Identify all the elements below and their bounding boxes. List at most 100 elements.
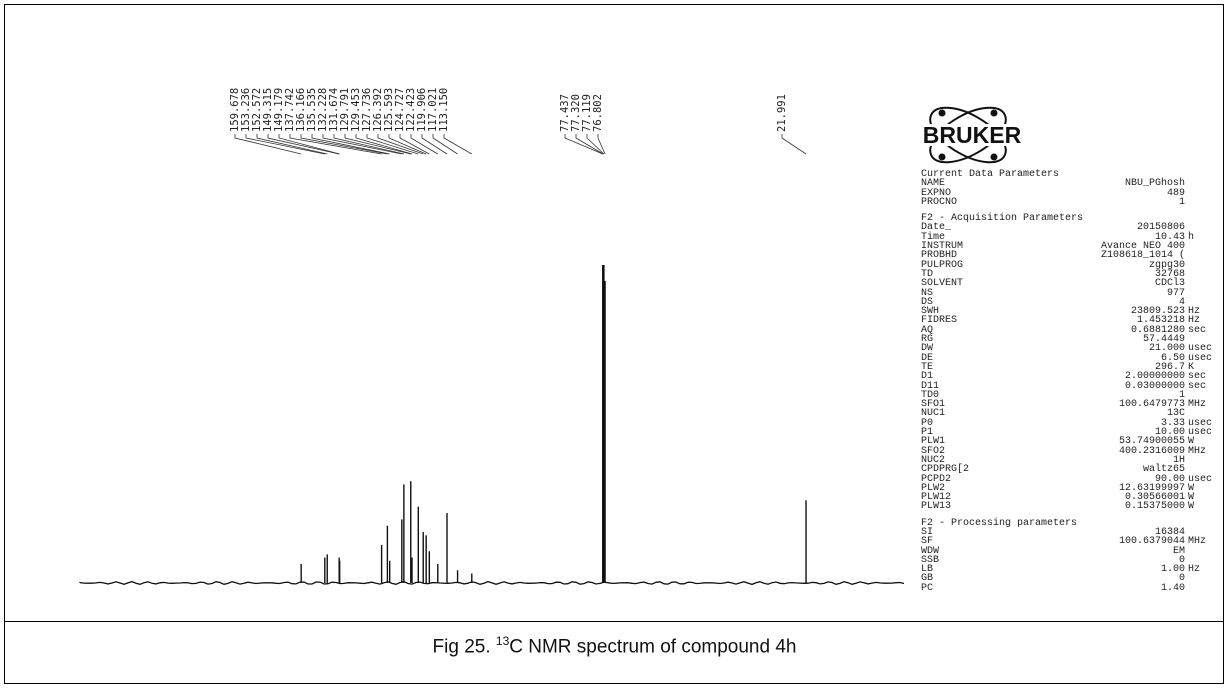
param-key: SF xyxy=(921,536,934,548)
param-unit: W xyxy=(1188,492,1195,504)
param-key: PROCNO xyxy=(921,196,958,208)
param-key: Time xyxy=(921,231,946,243)
peak-connector xyxy=(256,134,328,155)
peak-connector xyxy=(586,134,605,155)
param-key: SSB xyxy=(921,554,940,566)
acq-param-row: NS 977 xyxy=(921,287,1221,299)
param-value: 1.40 xyxy=(1160,582,1185,594)
param-value: 296.7 xyxy=(1154,361,1185,373)
param-unit: usec xyxy=(1188,352,1213,364)
param-key: SFO2 xyxy=(921,445,946,457)
param-value: NBU_PGhosh xyxy=(1124,178,1185,190)
peak-connector xyxy=(443,134,472,155)
acq-param-row: RG 57.4449 xyxy=(921,334,1221,346)
peak-connector xyxy=(366,134,419,155)
param-value: 57.4449 xyxy=(1142,334,1185,346)
proc-param-row: LB 1.00 Hz xyxy=(921,564,1221,576)
param-key: TD0 xyxy=(921,389,940,401)
acq-param-row: TE 296.7 K xyxy=(921,361,1221,373)
param-unit: h xyxy=(1188,231,1195,243)
param-value: waltz65 xyxy=(1142,464,1185,476)
acq-param-row: SFO1 100.6479773 MHz xyxy=(921,399,1221,411)
param-key: INSTRUM xyxy=(921,241,964,253)
peak-label: 119.906 xyxy=(416,88,428,132)
param-key: DS xyxy=(921,296,934,308)
caption-text: C NMR spectrum of compound 4h xyxy=(509,636,797,658)
param-unit: Hz xyxy=(1188,315,1201,327)
param-unit: W xyxy=(1188,501,1195,513)
param-unit: sec xyxy=(1188,324,1207,336)
peak-connector xyxy=(234,134,302,155)
param-key: PROBHD xyxy=(921,250,958,262)
param-unit: W xyxy=(1188,482,1195,494)
acq-param-row: PLW12 0.30566001 W xyxy=(921,492,1221,504)
param-key: AQ xyxy=(921,324,934,336)
peak-label: 137.742 xyxy=(284,88,296,132)
param-value: 0 xyxy=(1178,554,1185,566)
peak-connector xyxy=(410,134,438,155)
peak-connector xyxy=(432,134,458,155)
peak-label: 76.802 xyxy=(592,94,604,132)
param-unit: usec xyxy=(1188,427,1213,439)
peak-connector xyxy=(333,134,404,155)
acq-param-row: D11 0.03000000 sec xyxy=(921,380,1221,392)
param-unit: MHz xyxy=(1188,445,1207,457)
param-value: 53.74900055 xyxy=(1118,436,1185,448)
param-key: Date_ xyxy=(921,222,952,234)
acq-param-row: SWH 23809.523 Hz xyxy=(921,306,1221,316)
param-key: P0 xyxy=(921,417,934,429)
param-value: 1H xyxy=(1172,454,1185,466)
param-key: FIDRES xyxy=(921,315,958,327)
peak-label: 127.736 xyxy=(361,88,373,132)
peak-label: 129.791 xyxy=(339,88,351,132)
peak-label: 77.437 xyxy=(559,94,571,132)
acq-param-row: INSTRUM Avance NEO 400 xyxy=(921,241,1221,253)
peak-connector xyxy=(267,134,340,155)
current-params-list: NAME NBU_PGhosh EXPNO 489 PROCNO 1 xyxy=(921,178,1221,208)
param-value: 0.30566001 xyxy=(1124,492,1185,504)
acq-param-row: TD 32768 xyxy=(921,268,1221,280)
peak-label: 122.423 xyxy=(405,88,417,132)
param-value: 1 xyxy=(1178,196,1185,208)
param-value: 20150806 xyxy=(1136,222,1185,234)
param-value: 21.000 xyxy=(1148,343,1185,355)
current-param-row: NAME NBU_PGhosh xyxy=(921,178,1221,190)
param-key: NUC1 xyxy=(921,408,946,420)
peak-connector xyxy=(597,134,606,155)
peak-label: 117.021 xyxy=(427,88,439,132)
param-value: 90.00 xyxy=(1154,473,1185,485)
param-value: 10.43 xyxy=(1154,231,1185,243)
caption-prefix: Fig 25. xyxy=(432,636,496,658)
figure-frame xyxy=(4,4,1224,684)
peak-label: 129.453 xyxy=(350,88,362,132)
acq-param-row: PROBHD Z108618_1014 ( xyxy=(921,250,1221,262)
peak-label: 135.535 xyxy=(306,88,318,132)
param-unit: sec xyxy=(1188,371,1207,383)
peak-label: 21.991 xyxy=(776,94,788,132)
current-params-title: Current Data Parameters xyxy=(921,169,1060,180)
acq-param-row: NUC2 1H xyxy=(921,454,1221,466)
logo-text: BRUKER xyxy=(923,122,1022,148)
param-unit: W xyxy=(1188,436,1195,448)
param-unit: sec xyxy=(1188,380,1207,392)
param-unit: usec xyxy=(1188,343,1213,355)
param-value: 0 xyxy=(1178,573,1185,585)
peak-connector xyxy=(564,134,603,155)
param-key: NAME xyxy=(921,178,946,190)
acq-param-row: D1 2.00000000 sec xyxy=(921,371,1221,383)
param-unit: MHz xyxy=(1188,536,1207,548)
param-value: 1.00 xyxy=(1160,564,1185,576)
acq-param-row: SFO2 400.2316009 MHz xyxy=(921,445,1221,457)
acq-param-row: Date_ 20150806 xyxy=(921,222,1221,234)
param-key: PULPROG xyxy=(921,259,964,271)
param-key: TD xyxy=(921,268,934,280)
acq-param-row: P0 3.33 usec xyxy=(921,417,1221,429)
param-unit: usec xyxy=(1188,473,1213,485)
param-value: 0.15375000 xyxy=(1124,501,1185,513)
caption-isotope: 13 xyxy=(495,634,510,648)
param-unit: MHz xyxy=(1188,399,1207,411)
param-value: 13C xyxy=(1166,408,1185,420)
param-value: 400.2316009 xyxy=(1118,445,1185,457)
param-value: 977 xyxy=(1166,287,1185,299)
param-value: 2.00000000 xyxy=(1124,371,1185,383)
